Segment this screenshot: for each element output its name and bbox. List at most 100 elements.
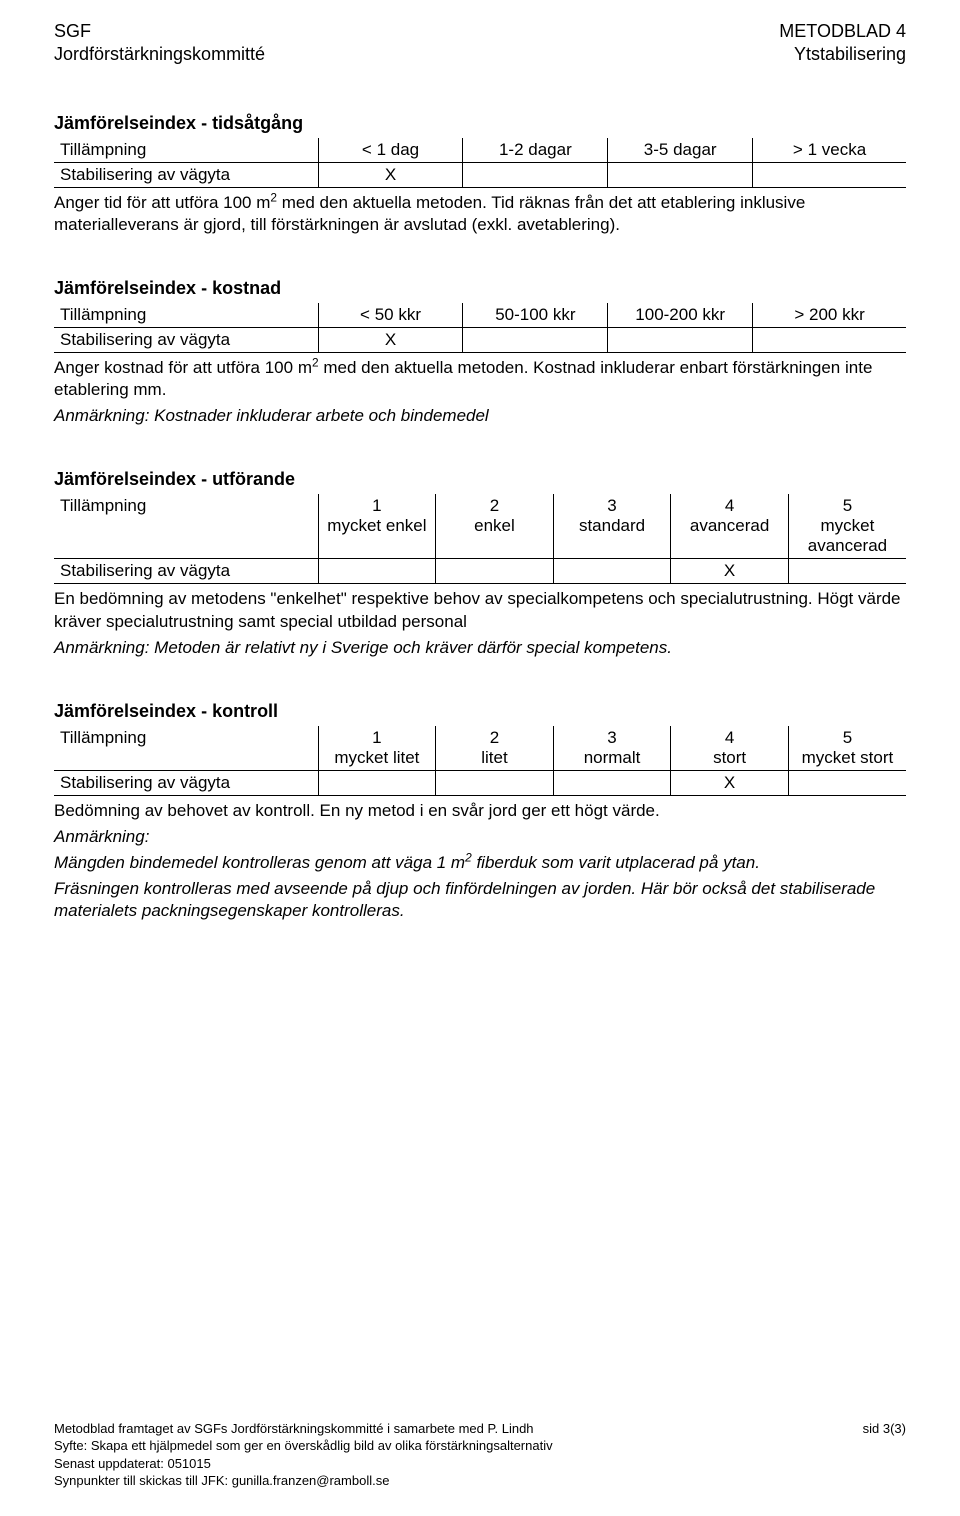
col-num: 5: [843, 728, 852, 747]
row-label: Stabilisering av vägyta: [54, 770, 318, 795]
note-cost-remark: Anmärkning: Kostnader inkluderar arbete …: [54, 405, 906, 427]
note-text: fiberduk som varit utplacerad på ytan.: [472, 853, 760, 872]
note-exec: En bedömning av metodens "enkelhet" resp…: [54, 588, 906, 632]
col-label: mycket litet: [334, 748, 419, 767]
col-label: mycket avancerad: [808, 516, 887, 555]
cell-empty: [436, 559, 554, 584]
col-header: 50-100 kkr: [463, 303, 608, 328]
col-num: 5: [843, 496, 852, 515]
col-header: 5mycket stort: [788, 726, 906, 771]
col-header-application: Tillämpning: [54, 303, 318, 328]
cell-empty: [753, 328, 906, 353]
col-header-application: Tillämpning: [54, 726, 318, 771]
note-text: Mängden bindemedel kontrolleras genom at…: [54, 853, 465, 872]
cell-empty: [436, 770, 554, 795]
cell-empty: [318, 770, 436, 795]
section-control: Jämförelseindex - kontroll Tillämpning 1…: [54, 701, 906, 922]
row-label: Stabilisering av vägyta: [54, 328, 318, 353]
col-num: 4: [725, 728, 734, 747]
table-header-row: Tillämpning < 50 kkr 50-100 kkr 100-200 …: [54, 303, 906, 328]
page-header: SGF Jordförstärkningskommitté METODBLAD …: [54, 20, 906, 65]
col-header: 1-2 dagar: [463, 138, 608, 163]
cell-empty: [753, 163, 906, 188]
col-header: 1mycket enkel: [318, 494, 436, 559]
table-row: Stabilisering av vägyta X: [54, 328, 906, 353]
table-control: Tillämpning 1mycket litet 2litet 3normal…: [54, 726, 906, 796]
col-header: > 1 vecka: [753, 138, 906, 163]
cell-mark: X: [671, 559, 789, 584]
col-label: mycket stort: [802, 748, 894, 767]
col-num: 3: [607, 496, 616, 515]
header-org: SGF: [54, 20, 265, 43]
col-num: 3: [607, 728, 616, 747]
cell-empty: [788, 770, 906, 795]
superscript: 2: [312, 356, 319, 370]
note-control-remark: Mängden bindemedel kontrolleras genom at…: [54, 852, 906, 874]
note-time: Anger tid för att utföra 100 m2 med den …: [54, 192, 906, 236]
note-control: Bedömning av behovet av kontroll. En ny …: [54, 800, 906, 822]
col-header: 3normalt: [553, 726, 671, 771]
col-label: litet: [481, 748, 507, 767]
section-title-time: Jämförelseindex - tidsåtgång: [54, 113, 906, 134]
superscript: 2: [465, 850, 472, 864]
col-header: 2enkel: [436, 494, 554, 559]
footer-line-2: Syfte: Skapa ett hjälpmedel som ger en ö…: [54, 1437, 906, 1455]
col-header: < 50 kkr: [318, 303, 463, 328]
col-num: 4: [725, 496, 734, 515]
table-header-row: Tillämpning 1mycket enkel 2enkel 3standa…: [54, 494, 906, 559]
cell-empty: [553, 770, 671, 795]
table-row: Stabilisering av vägyta X: [54, 559, 906, 584]
table-row: Stabilisering av vägyta X: [54, 770, 906, 795]
section-cost: Jämförelseindex - kostnad Tillämpning < …: [54, 278, 906, 427]
col-header: 2litet: [436, 726, 554, 771]
cell-mark: X: [318, 328, 463, 353]
page: SGF Jordförstärkningskommitté METODBLAD …: [0, 0, 960, 1516]
note-control-remark-heading: Anmärkning:: [54, 826, 906, 848]
note-text: Anger kostnad för att utföra 100 m: [54, 358, 312, 377]
col-label: mycket enkel: [327, 516, 426, 535]
col-header: 3-5 dagar: [608, 138, 753, 163]
col-num: 2: [490, 728, 499, 747]
note-control-remark-2: Fräsningen kontrolleras med avseende på …: [54, 878, 906, 922]
row-label: Stabilisering av vägyta: [54, 163, 318, 188]
note-text: Anger tid för att utföra 100 m: [54, 193, 270, 212]
col-label: normalt: [584, 748, 641, 767]
table-cost: Tillämpning < 50 kkr 50-100 kkr 100-200 …: [54, 303, 906, 353]
col-label: avancerad: [690, 516, 769, 535]
col-label: stort: [713, 748, 746, 767]
col-num: 1: [372, 496, 381, 515]
section-title-exec: Jämförelseindex - utförande: [54, 469, 906, 490]
cell-empty: [463, 163, 608, 188]
cell-empty: [788, 559, 906, 584]
section-time: Jämförelseindex - tidsåtgång Tillämpning…: [54, 113, 906, 236]
cell-mark: X: [671, 770, 789, 795]
header-doc-subtitle: Ytstabilisering: [779, 43, 906, 66]
table-time: Tillämpning < 1 dag 1-2 dagar 3-5 dagar …: [54, 138, 906, 188]
footer-line-1: Metodblad framtaget av SGFs Jordförstärk…: [54, 1420, 534, 1438]
col-num: 2: [490, 496, 499, 515]
note-exec-remark: Anmärkning: Metoden är relativt ny i Sve…: [54, 637, 906, 659]
section-title-control: Jämförelseindex - kontroll: [54, 701, 906, 722]
header-doc-id: METODBLAD 4: [779, 20, 906, 43]
cell-empty: [608, 328, 753, 353]
col-header: 5mycket avancerad: [788, 494, 906, 559]
cell-mark: X: [318, 163, 463, 188]
table-header-row: Tillämpning < 1 dag 1-2 dagar 3-5 dagar …: [54, 138, 906, 163]
col-num: 1: [372, 728, 381, 747]
col-header: 4avancerad: [671, 494, 789, 559]
col-header: 1mycket litet: [318, 726, 436, 771]
table-row: Stabilisering av vägyta X: [54, 163, 906, 188]
section-title-cost: Jämförelseindex - kostnad: [54, 278, 906, 299]
col-header-application: Tillämpning: [54, 138, 318, 163]
note-cost: Anger kostnad för att utföra 100 m2 med …: [54, 357, 906, 401]
cell-empty: [463, 328, 608, 353]
cell-empty: [553, 559, 671, 584]
cell-empty: [608, 163, 753, 188]
page-footer: Metodblad framtaget av SGFs Jordförstärk…: [54, 1420, 906, 1490]
col-header-application: Tillämpning: [54, 494, 318, 559]
footer-line-3: Senast uppdaterat: 051015: [54, 1455, 906, 1473]
cell-empty: [318, 559, 436, 584]
col-label: enkel: [474, 516, 515, 535]
footer-page-number: sid 3(3): [863, 1420, 906, 1438]
col-header: 100-200 kkr: [608, 303, 753, 328]
